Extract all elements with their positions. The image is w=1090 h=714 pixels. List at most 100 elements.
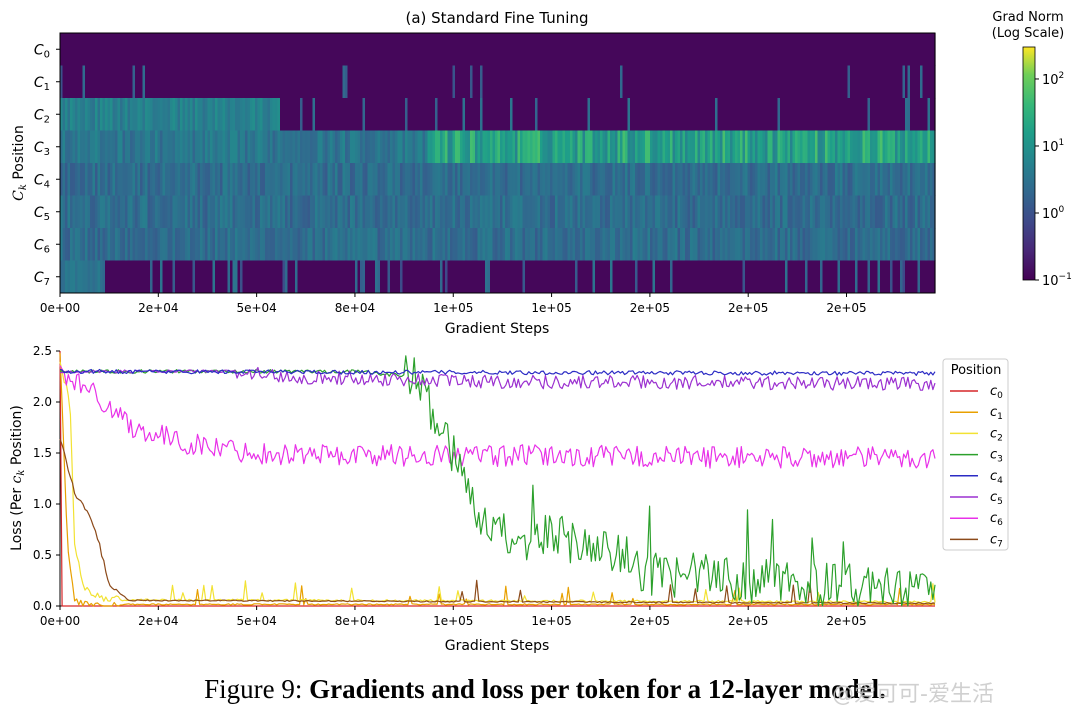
heatmap-cell [160,260,164,294]
heatmap-cell [347,130,351,164]
heatmap-cell [715,195,719,229]
heatmap-cell [772,195,776,229]
heatmap-cell [345,98,349,131]
heatmap-cell [215,33,219,66]
heatmap-cell [660,98,664,131]
heatmap-cell [427,130,431,164]
heatmap-cell [72,130,76,164]
heatmap-cell [662,130,666,164]
heatmap-cell [717,228,721,261]
heatmap-cell [932,33,936,66]
heatmap-cell [167,130,171,164]
heatmap-cell [515,195,519,229]
heatmap-cell [715,260,719,294]
heatmap-cell [610,33,614,66]
heatmap-cell [777,195,781,229]
heatmap-cell [485,260,489,294]
heatmap-cell [915,98,919,131]
heatmap-cell [792,98,796,131]
heatmap-cell [837,130,841,164]
heatmap-cell [865,65,869,99]
heatmap-cell [420,130,424,164]
heatmap-cell [555,65,559,99]
heatmap-cell [705,228,709,261]
heatmap-cell [180,130,184,164]
heatmap-cell [215,195,219,229]
heatmap-cell [817,130,821,164]
heatmap-cell [287,98,291,131]
heatmap-cell [287,130,291,164]
heatmap-cell [400,33,404,66]
heatmap-cell [107,163,111,196]
heatmap-cell [670,33,674,66]
heatmap-cell [242,33,246,66]
heatmap-cell [717,98,721,131]
heatmap-cell [630,98,634,131]
heatmap-cell [372,130,376,164]
heatmap-cell [242,65,246,99]
heatmap-cell [630,163,634,196]
heatmap-cell [725,98,729,131]
heatmap-cell [605,195,609,229]
heatmap-cell [187,163,191,196]
heatmap-cell [755,33,759,66]
heatmap-cell [912,195,916,229]
heatmap-cell [202,195,206,229]
heatmap-cell [382,260,386,294]
heatmap-cell [600,195,604,229]
heatmap-cell [362,260,366,294]
heatmap-cell [437,98,441,131]
heatmap-cell [455,195,459,229]
heatmap-cell [137,33,141,66]
heatmap-cell [862,228,866,261]
heatmap-cell [182,130,186,164]
heatmap-cell [525,228,529,261]
heatmap-cell [720,260,724,294]
heatmap-cell [867,195,871,229]
heatmap-cell [452,163,456,196]
heatmap-cell [920,163,924,196]
heatmap-cell [340,130,344,164]
heatmap-cell [537,195,541,229]
heatmap-cell [632,163,636,196]
heatmap-cell [442,195,446,229]
heatmap-cell [252,98,256,131]
heatmap-cell [585,228,589,261]
heatmap-cell [725,163,729,196]
heatmap-cell [137,130,141,164]
heatmap-cell [62,228,66,261]
heatmap-cell [725,260,729,294]
heatmap-cell [772,33,776,66]
heatmap-cell [382,33,386,66]
heatmap-cell [205,163,209,196]
heatmap-cell [490,65,494,99]
heatmap-cell [527,260,531,294]
heatmap-cell [235,260,239,294]
heatmap-cell [127,33,131,66]
heatmap-cell [885,260,889,294]
heatmap-cell [562,195,566,229]
heatmap-cell [580,260,584,294]
heatmap-cell [320,65,324,99]
heatmap-cell [587,163,591,196]
heatmap-cell [567,130,571,164]
heatmap-cell [807,228,811,261]
heatmap-cell [852,163,856,196]
heatmap-cell [82,195,86,229]
heatmap-cell [305,98,309,131]
heatmap-cell [295,260,299,294]
heatmap-cell [900,33,904,66]
heatmap-cell [117,260,121,294]
heatmap-cell [905,260,909,294]
heatmap-cell [177,260,181,294]
heatmap-cell [715,65,719,99]
heatmap-cell [690,98,694,131]
heatmap-cell [835,98,839,131]
heatmap-cell [562,228,566,261]
heatmap-cell [770,33,774,66]
heatmap-cell [70,260,74,294]
heatmap-cell [290,33,294,66]
heatmap-cell [710,195,714,229]
heatmap-cell [787,65,791,99]
heatmap-cell [892,98,896,131]
